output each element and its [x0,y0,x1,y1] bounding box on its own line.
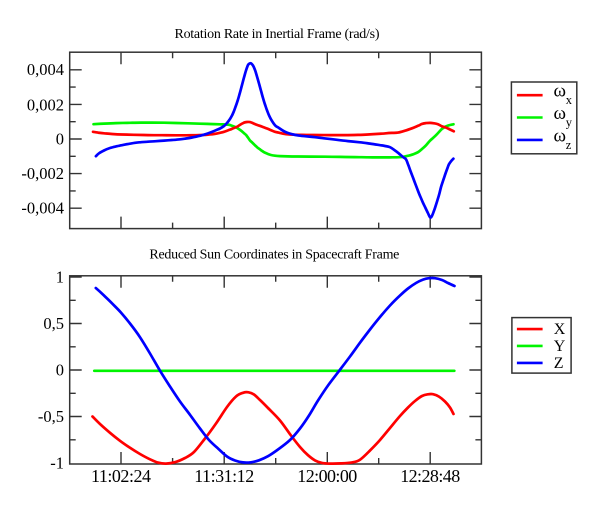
svg-text:0,002: 0,002 [27,96,64,115]
svg-text:0: 0 [56,360,64,379]
svg-text:ω: ω [554,81,567,102]
svg-text:ω: ω [554,125,567,146]
svg-text:z: z [566,138,572,152]
svg-text:X: X [554,321,566,338]
svg-text:Y: Y [554,338,566,355]
svg-text:12:28:48: 12:28:48 [400,466,460,486]
svg-text:-0,5: -0,5 [38,407,64,426]
svg-text:1: 1 [56,267,64,286]
svg-text:ω: ω [554,103,567,124]
svg-text:0,5: 0,5 [43,314,64,333]
svg-text:-0,002: -0,002 [21,164,64,183]
svg-text:y: y [566,116,573,130]
svg-text:11:02:24: 11:02:24 [91,466,151,486]
svg-text:12:00:00: 12:00:00 [297,466,357,486]
svg-text:0,004: 0,004 [27,60,64,79]
svg-text:Reduced Sun Coordinates in Spa: Reduced Sun Coordinates in Spacecraft Fr… [149,247,399,262]
svg-text:11:31:12: 11:31:12 [194,466,254,486]
svg-text:Z: Z [554,355,564,372]
svg-text:-1: -1 [50,453,64,472]
svg-text:0: 0 [56,129,64,148]
svg-text:Rotation Rate in Inertial Fram: Rotation Rate in Inertial Frame (rad/s) [175,27,380,42]
svg-text:-0,004: -0,004 [21,199,64,218]
svg-text:x: x [566,93,573,107]
